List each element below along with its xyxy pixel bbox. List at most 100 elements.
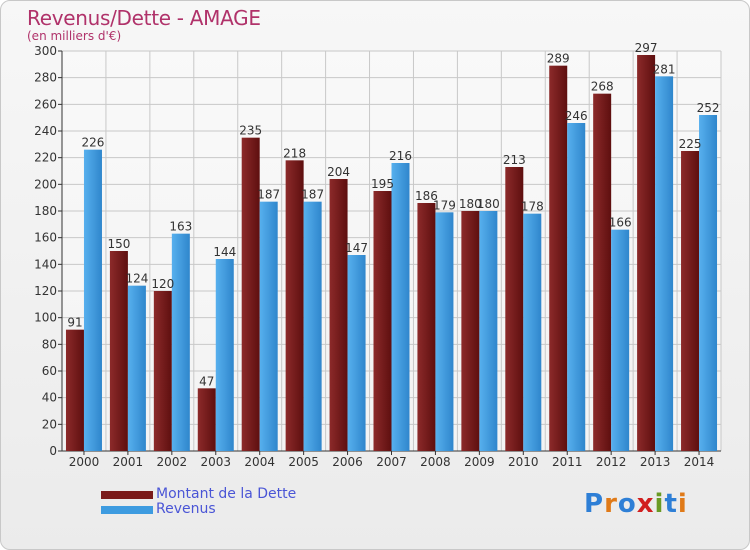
bar-revenue	[215, 259, 234, 451]
legend-label-revenue: Revenus	[156, 501, 216, 517]
y-tick-label: 260	[34, 97, 57, 111]
data-label-revenue: 147	[345, 241, 368, 255]
y-tick-label: 160	[34, 231, 57, 245]
bar-debt	[549, 65, 568, 452]
logo-letter: o	[617, 489, 637, 519]
x-tick-label: 2012	[596, 455, 627, 469]
x-tick-label: 2007	[376, 455, 407, 469]
bar-debt	[197, 388, 216, 451]
data-label-revenue: 124	[125, 272, 148, 286]
bar-debt	[153, 291, 172, 451]
data-label-debt: 186	[415, 189, 438, 203]
x-tick-label: 2011	[552, 455, 583, 469]
x-tick-label: 2004	[244, 455, 275, 469]
bar-revenue	[435, 212, 454, 451]
logo-letter: t	[664, 489, 678, 519]
data-label-revenue: 144	[213, 245, 236, 259]
bar-revenue	[171, 233, 190, 451]
y-tick-label: 220	[34, 151, 57, 165]
data-label-debt: 213	[503, 153, 526, 167]
data-label-revenue: 187	[301, 188, 324, 202]
bar-revenue	[259, 201, 278, 451]
data-label-revenue: 179	[433, 198, 456, 212]
legend-label-debt: Montant de la Dette	[156, 486, 297, 502]
data-label-revenue: 252	[697, 101, 720, 115]
chart-title: Revenus/Dette - AMAGE	[27, 6, 261, 30]
bar-debt	[505, 167, 524, 451]
bar-revenue	[611, 229, 630, 451]
data-label-debt: 120	[151, 277, 174, 291]
bar-debt	[65, 329, 84, 451]
x-tick-label: 2005	[288, 455, 319, 469]
chart-subtitle: (en milliers d'€)	[27, 29, 122, 43]
x-tick-label: 2010	[508, 455, 539, 469]
logo-letter: i	[654, 489, 665, 519]
x-tick-label: 2013	[640, 455, 671, 469]
proxiti-logo: Proxiti	[584, 489, 688, 519]
y-tick-label: 200	[34, 177, 57, 191]
data-label-debt: 218	[283, 146, 306, 160]
y-tick-label: 280	[34, 71, 57, 85]
data-label-debt: 268	[591, 80, 614, 94]
bar-debt	[241, 137, 260, 451]
x-tick-label: 2002	[157, 455, 188, 469]
bar-revenue	[303, 201, 322, 451]
x-tick-label: 2008	[420, 455, 451, 469]
bar-debt	[681, 151, 700, 451]
bar-debt	[593, 93, 612, 452]
y-tick-label: 40	[42, 391, 57, 405]
logo-letter: P	[584, 489, 605, 519]
bar-debt	[329, 179, 348, 451]
bar-debt	[373, 191, 392, 451]
data-label-debt: 289	[547, 52, 570, 66]
x-tick-label: 2001	[113, 455, 144, 469]
y-tick-label: 140	[34, 257, 57, 271]
bar-revenue	[523, 213, 542, 451]
data-label-debt: 297	[635, 41, 658, 55]
data-label-revenue: 246	[565, 109, 588, 123]
bar-debt	[285, 160, 304, 452]
data-label-revenue: 178	[521, 200, 544, 214]
logo-letter: r	[604, 489, 618, 519]
y-tick-label: 0	[49, 444, 57, 458]
bar-revenue	[567, 123, 586, 451]
y-tick-label: 100	[34, 311, 57, 325]
y-tick-label: 240	[34, 124, 57, 138]
y-tick-label: 20	[42, 417, 57, 431]
x-tick-label: 2006	[332, 455, 363, 469]
data-label-revenue: 180	[477, 197, 500, 211]
y-tick-label: 60	[42, 364, 57, 378]
data-label-debt: 195	[371, 177, 394, 191]
y-tick-label: 80	[42, 337, 57, 351]
bar-revenue	[655, 76, 674, 451]
data-label-revenue: 226	[82, 136, 105, 150]
legend-swatch-revenue	[101, 506, 153, 514]
logo-letter: i	[677, 489, 688, 519]
x-tick-label: 2000	[69, 455, 100, 469]
bar-revenue	[479, 211, 498, 451]
data-label-debt: 204	[327, 165, 350, 179]
legend-swatch-debt	[101, 491, 153, 499]
bar-debt	[417, 203, 436, 451]
data-label-revenue: 216	[389, 149, 412, 163]
bar-revenue	[699, 115, 718, 451]
data-label-revenue: 281	[653, 62, 676, 76]
bar-revenue	[391, 163, 410, 451]
data-label-debt: 150	[107, 237, 130, 251]
data-label-debt: 225	[679, 137, 702, 151]
logo-letter: x	[636, 489, 655, 519]
y-tick-label: 120	[34, 284, 57, 298]
data-label-debt: 47	[199, 374, 214, 388]
bar-revenue	[127, 285, 146, 451]
x-tick-label: 2003	[200, 455, 231, 469]
x-tick-label: 2014	[684, 455, 715, 469]
bar-revenue	[347, 255, 366, 451]
data-label-debt: 91	[67, 316, 82, 330]
bar-revenue	[83, 149, 102, 451]
bar-debt	[109, 251, 128, 451]
y-tick-label: 300	[34, 44, 57, 58]
x-tick-label: 2009	[464, 455, 495, 469]
data-label-revenue: 166	[609, 216, 632, 230]
